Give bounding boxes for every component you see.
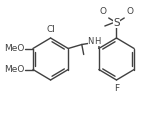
- Text: H: H: [94, 37, 100, 46]
- Text: Cl: Cl: [47, 25, 55, 34]
- Text: O: O: [126, 7, 133, 16]
- Text: O: O: [100, 7, 107, 16]
- Text: MeO: MeO: [4, 44, 24, 53]
- Text: F: F: [114, 84, 119, 93]
- Text: MeO: MeO: [4, 65, 24, 74]
- Text: N: N: [88, 36, 94, 46]
- Text: S: S: [113, 18, 120, 28]
